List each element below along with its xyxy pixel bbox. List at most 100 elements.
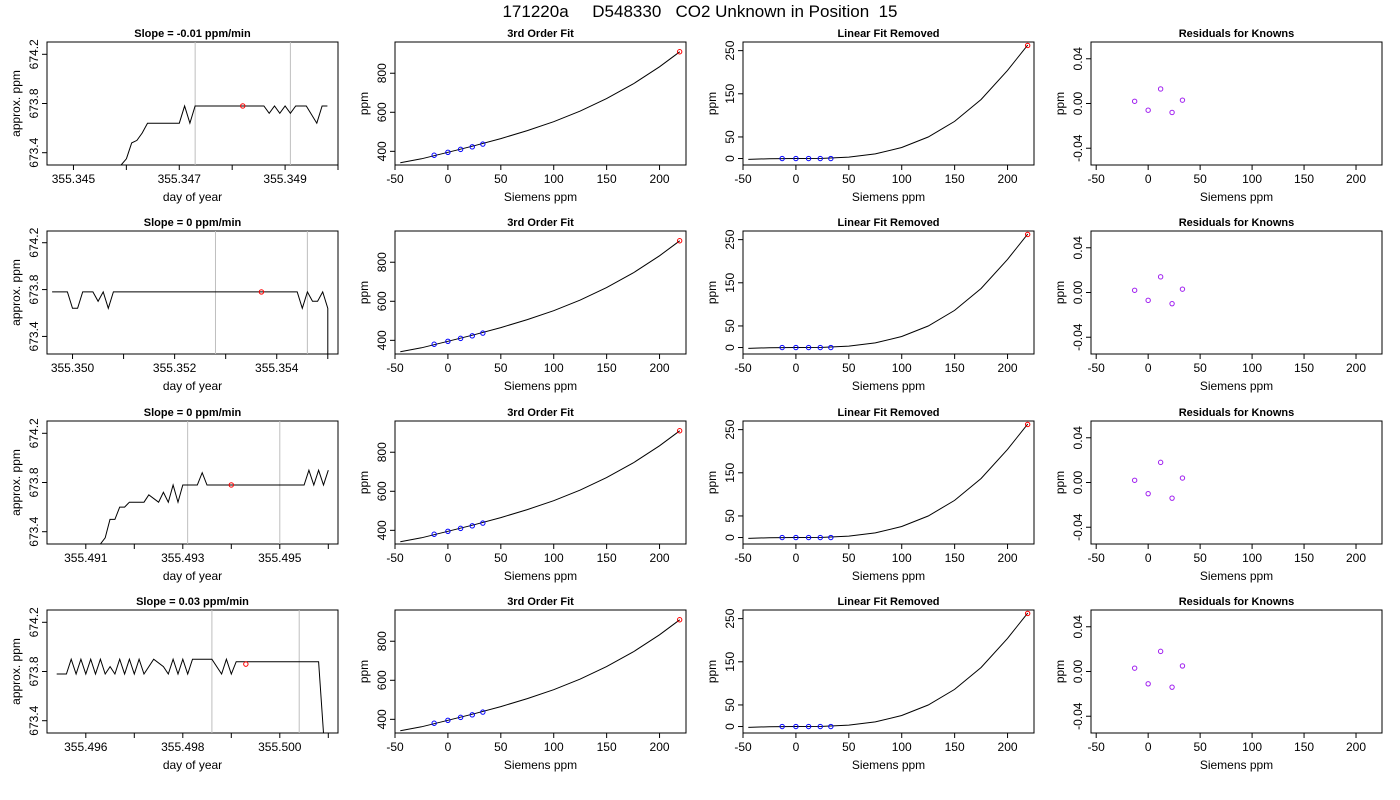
known-point (805, 155, 812, 162)
x-tick-label: 0 (793, 740, 800, 754)
x-tick-label: 200 (998, 172, 1018, 186)
x-tick-label: 100 (544, 172, 564, 186)
y-tick-label: 50 (723, 130, 737, 144)
residual-point (1157, 459, 1164, 466)
x-tick-label: -50 (1088, 172, 1106, 186)
x-tick-label: -50 (386, 172, 404, 186)
x-tick-label: 355.349 (263, 172, 307, 186)
y-axis-label: approx. ppm (9, 259, 23, 326)
plot-area (400, 49, 683, 164)
plot-frame (394, 609, 687, 734)
x-tick-label: 0 (445, 740, 452, 754)
y-axis-label: ppm (1053, 281, 1067, 304)
y-axis-label: ppm (357, 92, 371, 115)
chart-panel-fit-row1: 3rd Order Fit -50 0 50 100 150 200 400 600 800 Sie… (357, 28, 687, 204)
x-tick-label: 50 (842, 361, 856, 375)
chart-title: 3rd Order Fit (507, 28, 574, 40)
unknown-point (1024, 421, 1031, 428)
residual-point (1131, 477, 1138, 483)
y-tick-label: 800 (375, 631, 389, 651)
x-tick-label: 200 (998, 740, 1018, 754)
y-axis-label: ppm (357, 660, 371, 683)
y-tick-label: 250 (723, 419, 737, 439)
y-tick-label: 250 (723, 229, 737, 249)
y-axis-label: approx. ppm (9, 638, 23, 705)
y-axis-label: ppm (705, 471, 719, 494)
x-tick-label: 50 (1193, 551, 1207, 565)
x-tick-label: 0 (445, 172, 452, 186)
x-tick-label: 100 (544, 740, 564, 754)
residual-point (1131, 665, 1138, 671)
known-point (805, 344, 812, 351)
series-line (120, 104, 328, 165)
chart-title: Residuals for Knowns (1179, 596, 1295, 608)
known-point (793, 344, 799, 351)
x-tick-label: 0 (1145, 740, 1152, 754)
x-axis-label: Siemens ppm (852, 569, 925, 583)
x-tick-label: 200 (650, 551, 670, 565)
fit-curve (748, 233, 1029, 349)
x-tick-label: 100 (1242, 361, 1262, 375)
residual-point (1145, 297, 1151, 304)
x-tick-label: 355.354 (255, 361, 299, 375)
x-tick-label: 200 (1346, 361, 1366, 375)
x-axis-label: day of year (163, 758, 222, 772)
y-tick-label: 250 (723, 608, 737, 628)
plot-frame (46, 41, 339, 166)
plot-area (1131, 274, 1186, 307)
mean-marker (243, 661, 249, 667)
x-tick-label: 150 (945, 172, 965, 186)
x-tick-label: 100 (544, 551, 564, 565)
y-tick-label: 150 (723, 462, 737, 482)
chart-panel-fit-row2: 3rd Order Fit -50 0 50 100 150 200 400 600 800 Sie… (357, 217, 687, 393)
known-point (805, 534, 812, 541)
residual-point (1145, 107, 1151, 113)
known-point (445, 149, 451, 156)
known-point (817, 155, 823, 162)
known-point (445, 338, 451, 345)
chart-panel-linfit-row4: Linear Fit Removed -50 0 50 100 150 200 0 50 150 2… (705, 596, 1035, 772)
plot-area (100, 421, 329, 544)
known-point (431, 152, 437, 158)
chart-title: Slope = 0.03 ppm/min (136, 596, 249, 608)
y-tick-label: -0.04 (1071, 513, 1085, 541)
x-tick-label: 50 (842, 172, 856, 186)
known-point (805, 723, 812, 730)
chart-panel-fit-row4: 3rd Order Fit -50 0 50 100 150 200 400 600 800 Sie… (357, 596, 687, 772)
y-tick-label: 0.00 (1071, 659, 1085, 683)
chart-panel-timeseries-row3: Slope = 0 ppm/min 355.491 355.493 355.495 67… (9, 407, 339, 583)
x-tick-label: 100 (892, 172, 912, 186)
known-point (828, 344, 834, 351)
x-axis-label: Siemens ppm (852, 758, 925, 772)
y-tick-label: 800 (375, 63, 389, 83)
y-tick-label: 600 (375, 291, 389, 311)
x-tick-label: 355.491 (64, 551, 108, 565)
x-tick-label: 150 (597, 361, 617, 375)
chart-panel-fit-row3: 3rd Order Fit -50 0 50 100 150 200 400 600 800 Sie… (357, 407, 687, 583)
x-axis-label: Siemens ppm (504, 379, 577, 393)
y-tick-label: 50 (723, 319, 737, 333)
x-axis-label: Siemens ppm (1200, 569, 1273, 583)
plot-frame (1090, 609, 1383, 734)
x-tick-label: 0 (445, 361, 452, 375)
plot-area (400, 238, 683, 353)
plot-area (52, 231, 329, 354)
plot-frame (394, 230, 687, 355)
y-tick-label: 673.4 (27, 516, 41, 546)
x-axis-label: Siemens ppm (504, 758, 577, 772)
known-point (469, 712, 475, 718)
known-point (817, 534, 823, 541)
chart-title: Slope = -0.01 ppm/min (134, 28, 251, 40)
x-axis-label: Siemens ppm (504, 569, 577, 583)
x-axis-label: Siemens ppm (1200, 758, 1273, 772)
chart-title: Linear Fit Removed (837, 596, 939, 608)
x-tick-label: 0 (1145, 361, 1152, 375)
residual-point (1179, 286, 1186, 292)
known-point (480, 709, 486, 715)
y-tick-label: 674.2 (27, 607, 41, 637)
x-tick-label: 50 (842, 551, 856, 565)
y-tick-label: 400 (375, 520, 389, 540)
y-tick-label: 600 (375, 102, 389, 122)
chart-panel-linfit-row3: Linear Fit Removed -50 0 50 100 150 200 0 50 150 2… (705, 407, 1035, 583)
y-tick-label: 0.00 (1071, 91, 1085, 115)
